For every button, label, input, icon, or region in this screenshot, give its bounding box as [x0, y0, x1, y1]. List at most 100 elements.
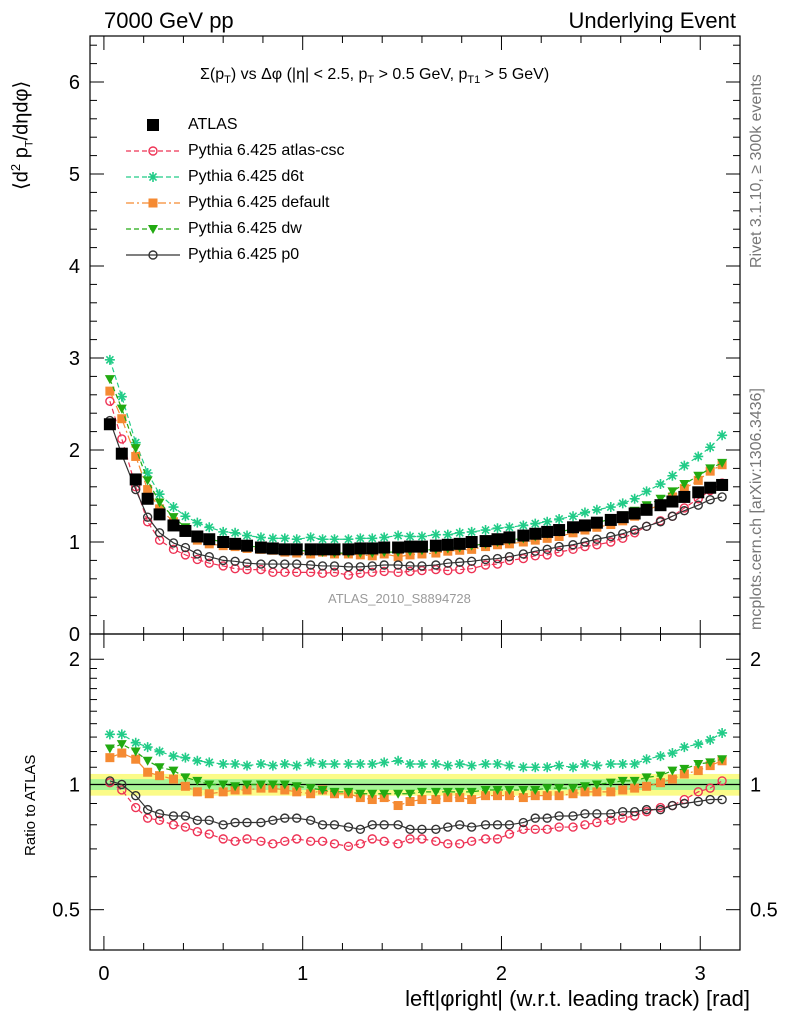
- ratio-point: [242, 760, 253, 771]
- data-point: [154, 498, 165, 508]
- ratio-point: [679, 798, 690, 809]
- ratio-point: [204, 780, 215, 790]
- ratio-point: [455, 820, 465, 830]
- legend-symbol-dw: [126, 225, 180, 234]
- ratio-point: [443, 839, 453, 849]
- ratio-point: [168, 751, 179, 762]
- data-point: [141, 492, 154, 505]
- ratio-point: [180, 822, 191, 832]
- ratio-point: [192, 815, 203, 826]
- data-point: [443, 558, 453, 568]
- ratio-point: [204, 815, 214, 826]
- ratio-point: [554, 791, 564, 801]
- data-point: [430, 529, 441, 540]
- ratio-point: [393, 801, 403, 811]
- ratio-point: [230, 758, 241, 769]
- data-point: [579, 507, 590, 518]
- x-tick-label: 2: [496, 963, 507, 985]
- data-point: [203, 533, 216, 546]
- legend-entry: Pythia 6.425 atlas-csc: [122, 138, 345, 164]
- legend-entry: ATLAS: [122, 112, 345, 138]
- data-point: [717, 458, 728, 468]
- data-point: [168, 544, 179, 555]
- data-point: [667, 511, 678, 521]
- title-sub: T: [367, 74, 375, 87]
- legend-entry: Pythia 6.425 d6t: [122, 164, 345, 190]
- data-point: [455, 557, 465, 567]
- series-line: [109, 401, 723, 576]
- data-point: [105, 396, 115, 406]
- ratio-point: [655, 771, 666, 781]
- ratio-point: [467, 795, 477, 805]
- ratio-point: [530, 791, 540, 801]
- data-point: [431, 560, 441, 570]
- ratio-point: [367, 795, 377, 805]
- data-point: [342, 543, 355, 556]
- ratio-point: [480, 785, 491, 795]
- ratio-point: [131, 790, 141, 801]
- ratio-point: [204, 789, 214, 799]
- ratio-point: [618, 785, 628, 795]
- ratio-point: [542, 791, 552, 801]
- ratio-point: [180, 781, 190, 791]
- ratio-point: [443, 822, 453, 832]
- data-point: [442, 529, 453, 540]
- legend-symbol-atlas: [147, 119, 159, 131]
- ratio-point: [455, 839, 465, 849]
- data-point: [290, 543, 303, 556]
- ratio-point: [667, 774, 677, 784]
- ratio-point: [405, 834, 415, 844]
- ratio-point: [518, 793, 528, 803]
- data-point: [578, 519, 591, 532]
- data-point: [242, 564, 252, 575]
- data-point: [465, 536, 478, 548]
- ratio-point: [154, 809, 165, 819]
- data-point: [105, 386, 115, 396]
- series-line: [109, 420, 723, 568]
- ratio-point: [367, 834, 377, 844]
- ratio-point: [641, 773, 652, 783]
- legend-marker: [148, 225, 158, 234]
- header-left-label: 7000 GeV pp: [104, 8, 234, 33]
- ratio-point: [430, 787, 441, 797]
- ratio-point: [268, 839, 278, 849]
- ratio-point: [431, 824, 441, 835]
- data-point: [367, 567, 377, 578]
- ratio-point: [481, 791, 491, 801]
- ratio-point: [154, 815, 165, 826]
- ratio-point: [379, 820, 389, 830]
- title-part: ) vs Δφ (|η| < 2.5, p: [230, 66, 368, 83]
- ratio-point: [492, 785, 503, 795]
- ratio-point: [568, 811, 578, 821]
- ratio-point: [279, 780, 290, 790]
- data-point: [518, 549, 529, 559]
- ratio-point: [143, 767, 153, 777]
- data-point: [143, 485, 153, 495]
- data-point: [568, 511, 579, 522]
- ratio-point: [104, 744, 115, 754]
- ratio-point: [580, 809, 590, 819]
- ratio-point: [305, 784, 316, 794]
- ratio-point: [504, 760, 515, 771]
- data-point: [466, 526, 477, 537]
- data-point: [554, 547, 564, 557]
- legend-label: Pythia 6.425 atlas-csc: [188, 142, 345, 159]
- data-point: [591, 504, 602, 515]
- data-point: [242, 530, 253, 541]
- ratio-point: [292, 787, 302, 797]
- legend-symbol-p0: [126, 250, 180, 260]
- ratio-point: [618, 807, 628, 817]
- ratio-point: [192, 755, 203, 766]
- data-point: [168, 538, 179, 548]
- ratio-point: [542, 824, 552, 835]
- ratio-point: [480, 834, 491, 844]
- data-point: [328, 543, 341, 556]
- ratio-point: [629, 776, 640, 786]
- ratio-point: [305, 757, 316, 768]
- data-point: [218, 526, 229, 537]
- data-point: [679, 480, 690, 490]
- ratio-point: [554, 760, 565, 771]
- ratio-point: [117, 748, 127, 758]
- series-2: [104, 354, 728, 545]
- ratio-point: [717, 755, 728, 765]
